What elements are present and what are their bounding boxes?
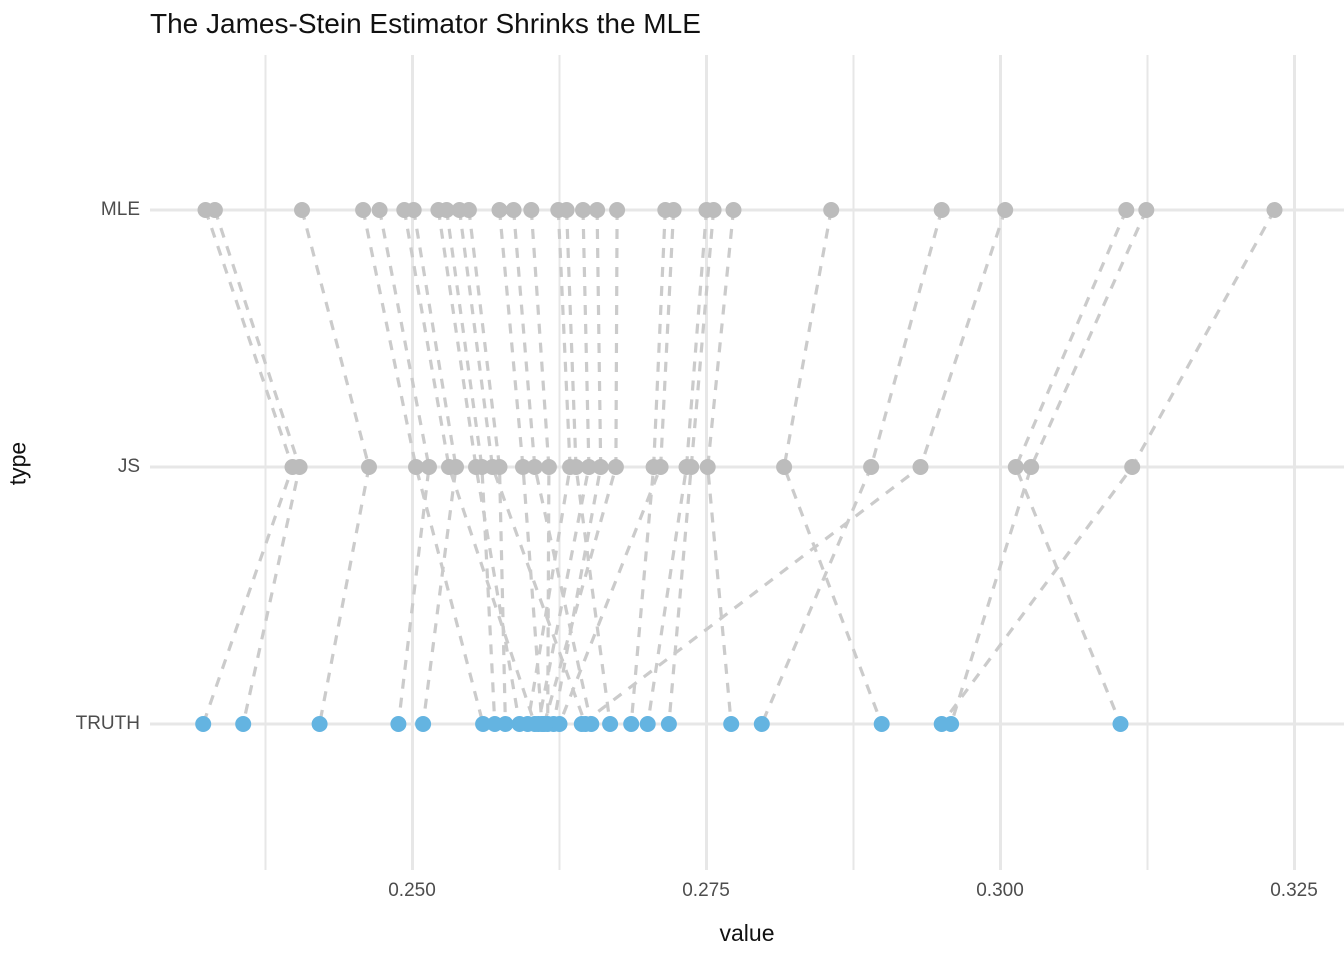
- js-point: [568, 459, 584, 475]
- mle-point: [460, 202, 477, 218]
- truth-point: [1112, 716, 1129, 732]
- mle-point: [997, 202, 1014, 218]
- connector-line: [361, 209, 485, 725]
- truth-point: [623, 716, 640, 732]
- chart-title: The James-Stein Estimator Shrinks the ML…: [150, 8, 701, 39]
- truth-point: [536, 716, 553, 732]
- connector-line: [300, 209, 371, 725]
- js-point: [291, 459, 308, 475]
- truth-point: [639, 716, 656, 732]
- js-point: [776, 459, 793, 475]
- y-cat-label-truth: TRUTH: [75, 713, 140, 734]
- js-point: [1124, 459, 1141, 475]
- js-point: [912, 459, 929, 475]
- mle-point: [206, 202, 223, 218]
- connector-line: [536, 209, 591, 725]
- truth-point: [195, 716, 212, 732]
- connector-line: [558, 209, 676, 725]
- mle-point: [523, 202, 540, 218]
- truth-point: [723, 716, 740, 732]
- x-tick-label-0250: 0.250: [388, 880, 436, 901]
- js-point: [683, 459, 700, 475]
- truth-point: [497, 716, 514, 732]
- connector-line: [949, 209, 1148, 725]
- truth-point: [311, 716, 328, 732]
- connector-line: [667, 209, 716, 725]
- truth-point: [551, 716, 568, 732]
- truth-point: [415, 716, 432, 732]
- mle-point: [933, 202, 950, 218]
- mle-point: [705, 202, 722, 218]
- mle-point: [355, 202, 372, 218]
- connector-line: [402, 209, 537, 725]
- connector-line: [529, 209, 551, 725]
- truth-point: [753, 716, 770, 732]
- js-point: [652, 459, 669, 475]
- mle-point: [1118, 202, 1135, 218]
- truth-point: [873, 716, 890, 732]
- mle-point: [1138, 202, 1155, 218]
- mle-point: [1266, 202, 1283, 218]
- js-point: [607, 459, 624, 475]
- js-point: [361, 459, 377, 475]
- mle-point: [575, 202, 591, 218]
- mle-point: [491, 202, 508, 218]
- mle-point: [505, 202, 522, 218]
- x-tick-label-0300: 0.300: [976, 880, 1024, 901]
- mle-point: [371, 202, 388, 218]
- x-axis-title: value: [719, 920, 775, 946]
- connector-line: [646, 209, 709, 725]
- js-point: [526, 459, 543, 475]
- x-tick-label-0275: 0.275: [682, 880, 730, 901]
- js-point: [699, 459, 716, 475]
- js-point: [592, 459, 609, 475]
- mle-point: [405, 202, 422, 218]
- y-axis-title: type: [4, 441, 31, 486]
- y-cat-label-js: JS: [117, 456, 140, 477]
- connector-line: [565, 209, 612, 725]
- truth-point: [390, 716, 407, 732]
- js-point: [421, 459, 437, 475]
- js-point: [491, 459, 508, 475]
- mle-point: [294, 202, 310, 218]
- mle-point: [609, 202, 626, 218]
- js-point: [515, 459, 531, 475]
- connector-line: [782, 209, 884, 725]
- truth-point: [235, 716, 252, 732]
- y-cat-label-mle: MLE: [100, 199, 140, 220]
- mle-point: [438, 202, 455, 218]
- connector-line: [542, 209, 619, 725]
- connector-line: [526, 209, 572, 725]
- mle-point: [665, 202, 682, 218]
- truth-point: [475, 716, 492, 732]
- connector-line: [629, 209, 667, 725]
- connector-line: [1014, 209, 1128, 725]
- connector-line: [512, 209, 593, 725]
- truth-point: [602, 716, 619, 732]
- x-tick-label-0325: 0.325: [1270, 880, 1318, 901]
- js-point: [448, 459, 464, 475]
- js-point: [580, 459, 597, 475]
- js-point: [1007, 459, 1024, 475]
- connector-line: [552, 209, 603, 725]
- truth-point: [933, 716, 950, 732]
- mle-point: [823, 202, 840, 218]
- js-point: [540, 459, 557, 475]
- js-point: [408, 459, 424, 475]
- truth-point: [660, 716, 677, 732]
- connector-line: [457, 209, 587, 725]
- mle-point: [589, 202, 606, 218]
- truth-point: [573, 716, 590, 732]
- js-point: [1023, 459, 1040, 475]
- js-point: [863, 459, 880, 475]
- mle-point: [558, 202, 575, 218]
- mle-point: [725, 202, 742, 218]
